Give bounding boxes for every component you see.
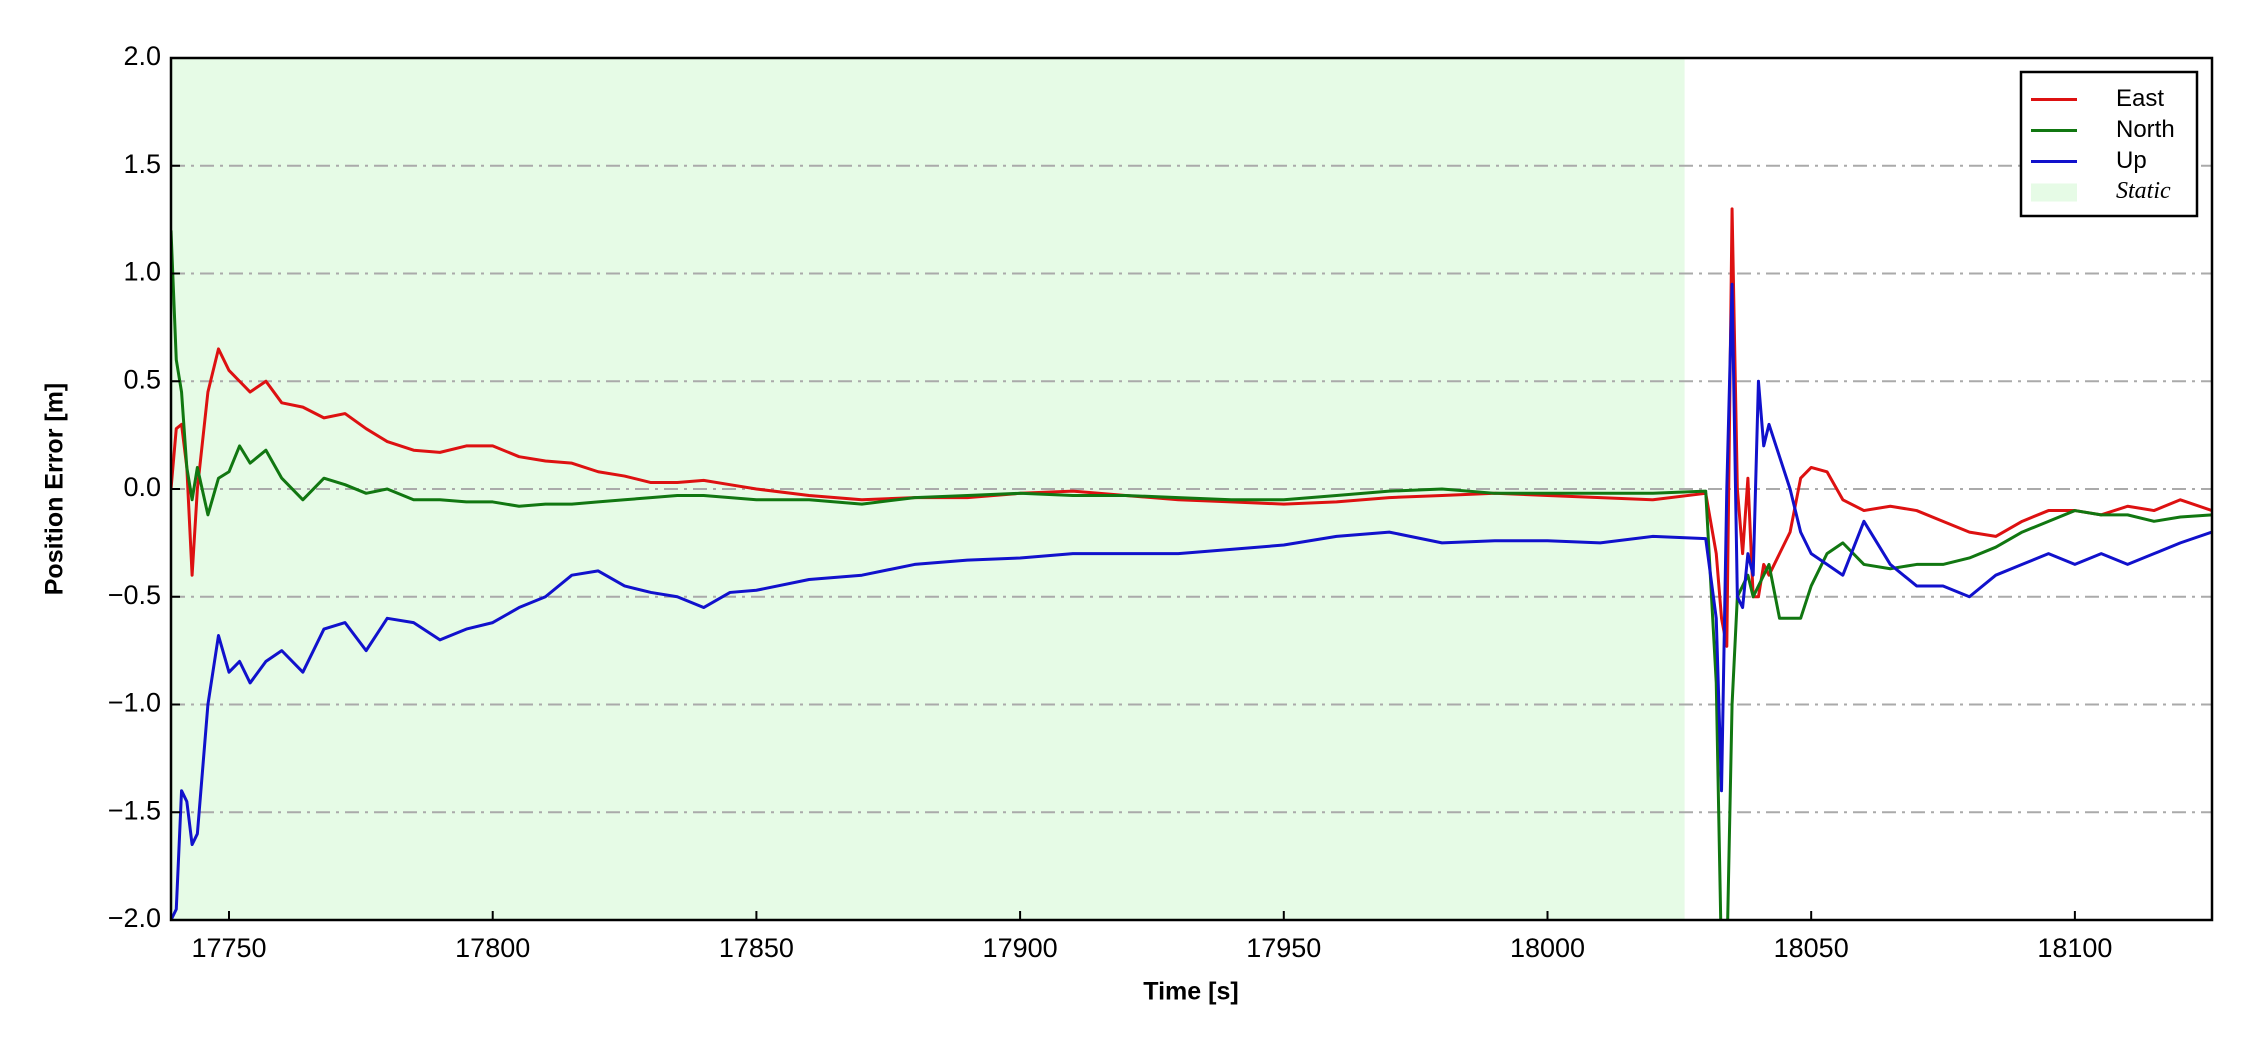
y-tick-label: 1.0 (123, 257, 161, 287)
x-tick-label: 17800 (455, 933, 530, 963)
x-tick-label: 17750 (191, 933, 266, 963)
series-line (171, 230, 2212, 920)
y-tick-label: −1.5 (108, 795, 161, 825)
y-axis-label: Position Error [m] (41, 383, 69, 596)
legend-label: Static (2116, 178, 2171, 204)
legend-label: North (2116, 116, 2175, 143)
y-tick-label: −0.5 (108, 580, 161, 610)
y-tick-label: −1.0 (108, 688, 161, 718)
x-tick-label: 17850 (719, 933, 794, 963)
legend-label: Up (2116, 147, 2147, 174)
legend: East North Up Static (2019, 70, 2199, 218)
legend-box (2019, 70, 2199, 218)
x-axis-label: Time [s] (1143, 978, 1238, 1006)
line-layer (171, 207, 2212, 920)
x-tick-label: 17900 (983, 933, 1058, 963)
y-tick-label: 1.5 (123, 149, 161, 179)
y-tick-label: 0.0 (123, 472, 161, 502)
x-tick-label: 18050 (1774, 933, 1849, 963)
legend-swatch (2031, 183, 2077, 202)
x-tick-label: 17950 (1246, 933, 1321, 963)
legend-label: East (2116, 85, 2164, 112)
y-tick-label: 2.0 (123, 41, 161, 71)
y-tick-label: −2.0 (108, 903, 161, 933)
series-line (171, 282, 2212, 920)
y-tick-label: 0.5 (123, 364, 161, 394)
x-tick-label: 18000 (1510, 933, 1585, 963)
series-line (171, 207, 2212, 648)
x-tick-label: 18100 (2037, 933, 2112, 963)
